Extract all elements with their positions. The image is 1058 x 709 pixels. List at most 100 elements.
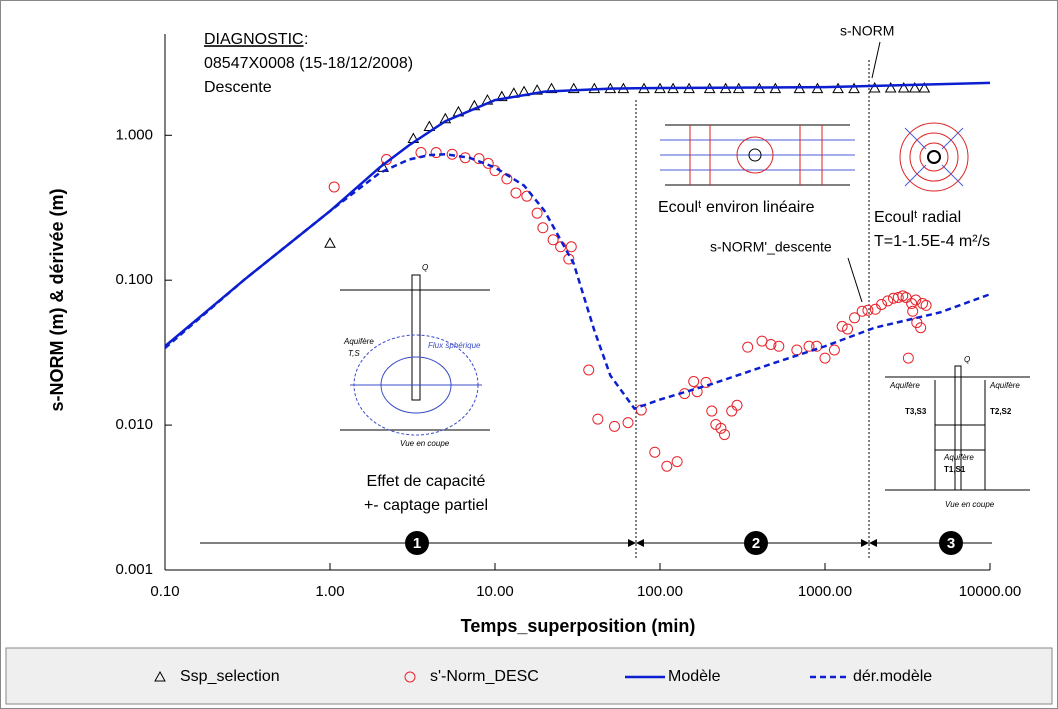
x-tick-label: 1000.00 <box>798 583 852 600</box>
badge <box>744 531 768 555</box>
circle-point <box>819 352 831 364</box>
pointer <box>847 257 863 303</box>
legend-swatch <box>154 670 166 682</box>
radial-flow-icon <box>899 122 969 192</box>
legend-label: Ssp_selection <box>180 668 280 685</box>
spherical-inset: Q Aquifère T,S Flux sphérique Vue en cou… <box>340 263 490 448</box>
circle-point <box>661 460 673 472</box>
layered-inset: Q Aquifère Aquifère T3,S3 T2,S2 Aquifère… <box>885 355 1030 509</box>
circle-point <box>862 304 874 316</box>
triangle-point <box>495 90 508 102</box>
circle-point <box>731 399 743 411</box>
circle-point <box>892 291 904 303</box>
annotation: T=1-1.5E-4 m²/s <box>874 233 990 250</box>
inset-label: Flux sphérique <box>428 341 481 350</box>
y-tick-label: 0.001 <box>115 561 153 578</box>
x-tick-label: 10.00 <box>476 583 514 600</box>
circle-point <box>430 147 442 159</box>
inset-label: Aquifère <box>943 453 974 462</box>
legend-box <box>5 647 1053 705</box>
circle-point <box>706 405 718 417</box>
circle-point <box>849 312 861 324</box>
legend-swatch <box>404 671 416 683</box>
circle-point <box>910 294 922 306</box>
badge-label: 1 <box>413 535 421 552</box>
circle-point <box>328 181 340 193</box>
annotation: +- captage partiel <box>364 497 488 514</box>
triangle-point <box>884 81 897 93</box>
triangle-point <box>897 81 910 93</box>
circle-point <box>565 241 577 253</box>
inset-label: T1,S1 <box>944 465 966 474</box>
linear-flow-icon <box>660 124 855 186</box>
legend-label: s'-Norm_DESC <box>430 668 539 685</box>
circle-point <box>920 299 932 311</box>
circle-point <box>836 320 848 332</box>
circle-point <box>691 386 703 398</box>
circle-point <box>856 305 868 317</box>
x-tick-label: 10000.00 <box>959 583 1022 600</box>
model-line <box>164 152 991 411</box>
circle-point <box>671 456 683 468</box>
annotation: s-NORM'_descente <box>710 239 832 255</box>
circle-point <box>828 344 840 356</box>
circle-point <box>649 446 661 458</box>
annotation: Effet de capacité <box>367 473 486 490</box>
triangle-point <box>832 82 844 94</box>
circle-point <box>547 234 559 246</box>
annotation: Ecoulᵗ environ linéaire <box>658 199 815 216</box>
circle-point <box>842 323 854 335</box>
triangle-point <box>324 237 336 248</box>
triangle-point <box>848 82 860 94</box>
circle-point <box>765 338 777 350</box>
circle-point <box>803 340 815 352</box>
triangle-point <box>439 112 452 124</box>
y-tick-label: 1.000 <box>115 126 153 143</box>
inset-label: T,S <box>348 349 360 358</box>
inset-label: Aquifère <box>343 337 374 346</box>
badge <box>405 531 429 555</box>
annotation: DIAGNOSTIC <box>204 31 304 48</box>
circle-point <box>446 148 458 160</box>
y-tick-label: 0.100 <box>115 271 153 288</box>
circle-point <box>902 352 914 364</box>
circle-point <box>537 222 549 234</box>
circle-point <box>583 364 595 376</box>
annotation: Ecoulᵗ radial <box>874 209 961 226</box>
badge <box>939 531 963 555</box>
circle-point <box>622 417 634 429</box>
y-axis-title: s-NORM (m) & dérivée (m) <box>47 188 67 411</box>
inset-label: Aquifère <box>989 381 1020 390</box>
badge-label: 3 <box>947 535 955 552</box>
triangle-point <box>908 81 921 93</box>
badge-label: 2 <box>752 535 760 552</box>
circle-point <box>719 429 731 441</box>
annotation: 08547X0008 (15-18/12/2008) <box>204 55 413 72</box>
annotation: : <box>304 31 308 48</box>
x-tick-label: 0.10 <box>150 583 179 600</box>
circle-point <box>715 422 727 434</box>
circle-point <box>700 376 712 388</box>
inset-label: T3,S3 <box>905 407 927 416</box>
circle-point <box>882 295 894 307</box>
circle-point <box>875 298 887 310</box>
circle-point <box>773 340 785 352</box>
triangle-point <box>918 81 931 93</box>
model-line <box>164 81 991 348</box>
circle-point <box>742 341 754 353</box>
circle-point <box>915 322 927 334</box>
circle-point <box>531 207 543 219</box>
inset-label: Q <box>422 263 428 272</box>
circle-point <box>906 298 918 310</box>
pointer <box>871 41 881 79</box>
y-tick-label: 0.010 <box>115 416 153 433</box>
circle-point <box>688 375 700 387</box>
circle-point <box>907 305 919 317</box>
annotation: s-NORM <box>840 23 894 39</box>
x-tick-label: 100.00 <box>637 583 683 600</box>
circle-point <box>609 420 621 432</box>
inset-label: Aquifère <box>889 381 920 390</box>
triangle-point <box>868 81 881 93</box>
